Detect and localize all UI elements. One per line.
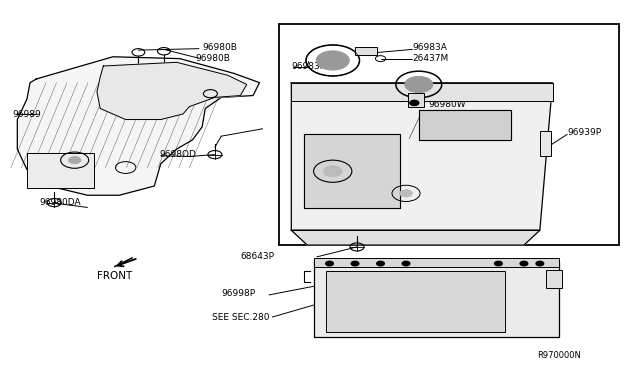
Text: 96983N: 96983N <box>291 61 327 71</box>
Text: 26437M: 26437M <box>412 54 449 63</box>
Circle shape <box>326 261 333 266</box>
Circle shape <box>377 261 385 266</box>
Text: 96983A: 96983A <box>412 43 447 52</box>
Circle shape <box>495 261 502 266</box>
Text: R970000N: R970000N <box>537 351 580 360</box>
Text: FRONT: FRONT <box>97 272 132 282</box>
Polygon shape <box>291 83 552 101</box>
Circle shape <box>323 166 342 177</box>
Bar <box>408 93 424 107</box>
Bar <box>27 153 94 188</box>
Circle shape <box>351 261 359 266</box>
Polygon shape <box>17 57 259 195</box>
Text: 96989: 96989 <box>13 109 42 119</box>
Text: 96998P: 96998P <box>221 289 255 298</box>
Text: 96983N: 96983N <box>428 91 464 100</box>
Circle shape <box>410 100 419 106</box>
Text: 96980DA: 96980DA <box>40 198 81 207</box>
Bar <box>326 271 505 332</box>
Bar <box>278 23 620 245</box>
Circle shape <box>68 157 81 164</box>
Circle shape <box>404 76 433 93</box>
Polygon shape <box>419 110 511 140</box>
Circle shape <box>536 261 543 266</box>
Bar <box>540 131 551 157</box>
Text: SEE SEC.280: SEE SEC.280 <box>212 312 269 321</box>
Circle shape <box>520 261 528 266</box>
Text: 96980B: 96980B <box>196 54 230 63</box>
Text: 96980W: 96980W <box>428 100 466 109</box>
Text: 96939P: 96939P <box>567 128 602 137</box>
Circle shape <box>402 261 410 266</box>
Polygon shape <box>291 83 552 230</box>
Polygon shape <box>304 134 399 208</box>
Text: 68643P: 68643P <box>241 251 275 261</box>
Polygon shape <box>291 230 540 245</box>
Circle shape <box>399 190 412 197</box>
Polygon shape <box>314 262 559 337</box>
Text: 96980B: 96980B <box>202 43 237 52</box>
Bar <box>546 270 562 288</box>
Polygon shape <box>97 62 246 119</box>
Text: 96980DA: 96980DA <box>191 87 233 96</box>
Bar <box>314 258 559 267</box>
Text: 9698OD: 9698OD <box>159 150 196 159</box>
Bar <box>355 47 378 55</box>
Circle shape <box>316 51 349 70</box>
